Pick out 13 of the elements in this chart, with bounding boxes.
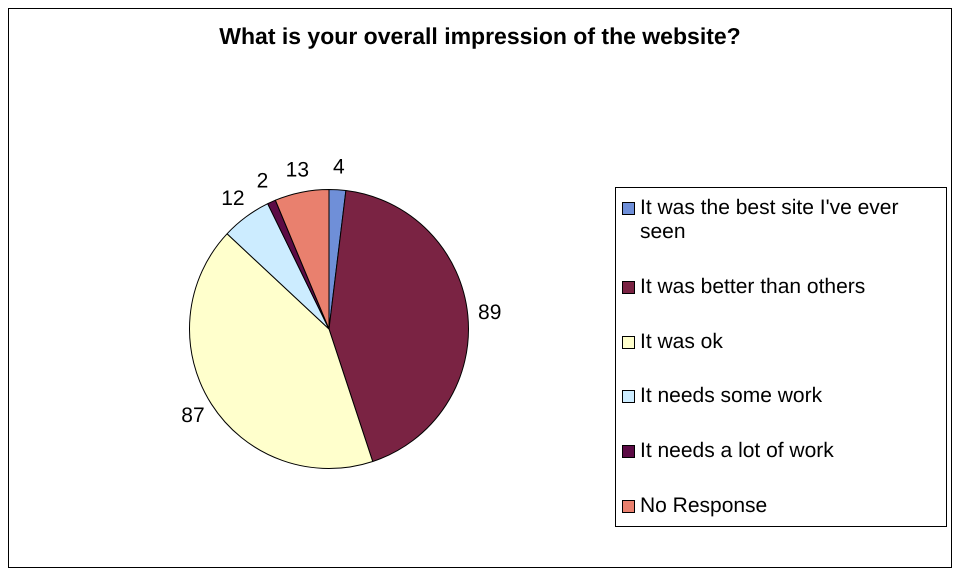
data-label: 12 (221, 187, 245, 210)
data-label: 89 (478, 300, 502, 324)
data-label: 13 (286, 158, 310, 182)
data-label: 87 (181, 404, 205, 427)
legend-label: It was the best site I've ever seen (640, 196, 900, 244)
legend-label: It needs a lot of work (640, 439, 834, 464)
legend-label: No Response (640, 494, 768, 518)
data-label: 4 (332, 156, 345, 179)
legend-label: It was ok (640, 330, 723, 354)
chart-title: What is your overall impression of the website? (218, 23, 742, 50)
data-label: 2 (256, 170, 268, 193)
legend-label: It needs some work (640, 384, 822, 408)
legend-label: It was better than others (640, 274, 866, 299)
